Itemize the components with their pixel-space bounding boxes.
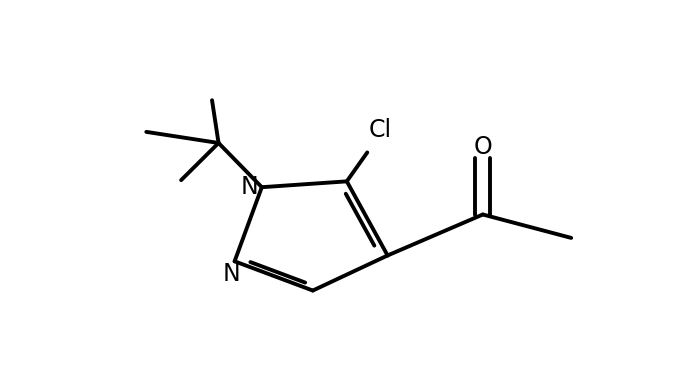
Text: O: O (473, 135, 492, 159)
Text: N: N (222, 262, 240, 286)
Text: N: N (241, 175, 258, 199)
Text: Cl: Cl (369, 119, 392, 142)
